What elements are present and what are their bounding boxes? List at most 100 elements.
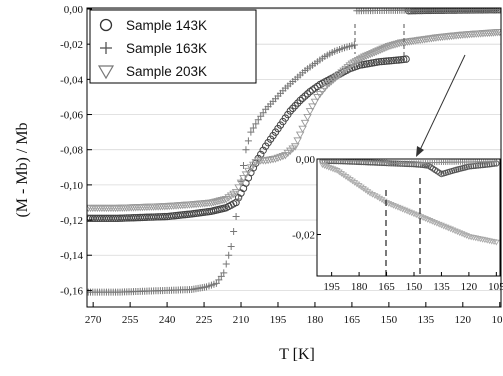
inset-point-sample-203k [360, 186, 367, 192]
inset-point-sample-203k [406, 209, 413, 216]
inset-point-sample-203k [333, 168, 341, 174]
inset-point-sample-203k [403, 208, 411, 215]
point-sample-203k [290, 143, 300, 151]
point-sample-163k [496, 8, 501, 14]
point-sample-203k [305, 108, 315, 116]
inset-x-tick-label: 180 [351, 281, 368, 293]
inset-y-tick-label: -0,02 [292, 229, 315, 241]
point-sample-203k [315, 90, 325, 99]
inset-point-sample-203k [417, 214, 425, 221]
inset-point-sample-203k [465, 234, 473, 240]
inset-point-sample-203k [440, 223, 448, 230]
point-sample-143k [291, 102, 299, 110]
inset-point-sample-203k [353, 181, 361, 188]
inset-point-sample-203k [327, 165, 335, 172]
inset-point-sample-203k [396, 205, 404, 212]
inset-x-tick-label: 195 [323, 281, 340, 293]
main-y-tick-label: -0,14 [60, 250, 83, 262]
point-sample-203k [386, 42, 396, 50]
point-sample-163k [232, 213, 240, 221]
point-sample-143k [392, 56, 400, 64]
inset-point-sample-203k [442, 224, 450, 231]
point-sample-203k [213, 198, 223, 206]
point-sample-203k [231, 189, 241, 197]
inset-point-sample-203k [419, 215, 427, 221]
inset-point-sample-203k [321, 163, 328, 169]
inset-point-sample-203k [422, 216, 429, 222]
point-sample-163k [220, 269, 228, 277]
inset-point-sample-203k [366, 190, 374, 197]
point-sample-143k [365, 59, 373, 68]
inset-point-sample-203k [376, 195, 384, 202]
inset-x-tick-label: 120 [461, 281, 478, 293]
inset-x-tick-label: 165 [378, 281, 395, 293]
point-sample-203k [388, 41, 398, 50]
inset-point-sample-203k [394, 204, 402, 211]
point-sample-163k [235, 195, 243, 203]
main-x-tick-label: 120 [455, 314, 472, 326]
point-sample-163k [252, 120, 260, 128]
point-sample-203k [303, 113, 312, 122]
point-sample-203k [364, 51, 373, 60]
point-sample-143k [372, 58, 381, 66]
point-sample-143k [303, 90, 312, 98]
point-sample-163k [259, 109, 267, 117]
main-y-tick-label: -0,08 [60, 145, 83, 157]
point-sample-203k [320, 84, 330, 93]
inset-point-sample-203k [338, 171, 345, 177]
point-sample-203k [234, 184, 243, 192]
inset-point-sample-203k [342, 174, 350, 180]
main-y-tick-label: -0,16 [60, 285, 83, 297]
point-sample-163k [222, 260, 230, 268]
main-x-tick-label: 135 [418, 314, 435, 326]
inset-point-sample-203k [424, 217, 432, 223]
main-x-tick-label: 270 [85, 314, 102, 326]
point-sample-203k [390, 41, 400, 49]
inset-point-sample-143k [474, 162, 482, 169]
inset-point-sample-203k [355, 183, 363, 189]
inset-point-sample-203k [340, 172, 348, 179]
inset-point-sample-203k [479, 236, 487, 243]
point-sample-143k [360, 60, 368, 69]
inset-point-sample-203k [456, 230, 464, 237]
inset-point-sample-203k [410, 211, 418, 218]
point-sample-203k [353, 57, 363, 65]
inset-point-sample-203k [385, 201, 393, 207]
point-sample-203k [217, 197, 227, 205]
point-sample-203k [236, 179, 246, 187]
inset-point-sample-203k [433, 220, 441, 227]
legend-triangle-marker [97, 65, 115, 80]
inset-point-sample-203k [428, 219, 436, 225]
zoom-arrow [416, 54, 466, 157]
point-sample-143k [259, 146, 267, 154]
point-sample-203k [244, 167, 253, 176]
point-sample-203k [394, 40, 404, 48]
arrow-head [416, 146, 424, 157]
inset-point-sample-203k [492, 239, 500, 246]
inset-point-sample-203k [329, 166, 337, 173]
main-y-tick-label: 0,00 [64, 4, 84, 16]
inset-point-sample-203k [463, 233, 470, 239]
point-sample-143k [402, 55, 410, 63]
legend-label-163K: Sample 163K [126, 41, 207, 56]
legend-box [89, 9, 257, 84]
point-sample-143k [289, 104, 297, 113]
point-sample-203k [219, 196, 229, 204]
point-sample-143k [358, 61, 366, 69]
inset-background [317, 159, 500, 276]
main-x-tick-label: 105 [492, 314, 503, 326]
inset-point-sample-203k [357, 184, 365, 191]
main-y-tick-label: -0,10 [60, 180, 83, 192]
point-sample-163k [212, 279, 220, 287]
inset-point-sample-203k [374, 194, 381, 201]
point-sample-203k [384, 43, 394, 51]
main-y-tick-label: -0,12 [60, 215, 83, 227]
point-sample-163k [242, 146, 250, 154]
inset-point-sample-203k [369, 191, 376, 198]
point-sample-163k [249, 124, 257, 132]
inset-point-sample-203k [451, 228, 459, 235]
main-x-tick-label: 180 [307, 314, 324, 326]
point-sample-163k [227, 242, 235, 250]
main-y-tick-label: -0,02 [60, 39, 83, 51]
